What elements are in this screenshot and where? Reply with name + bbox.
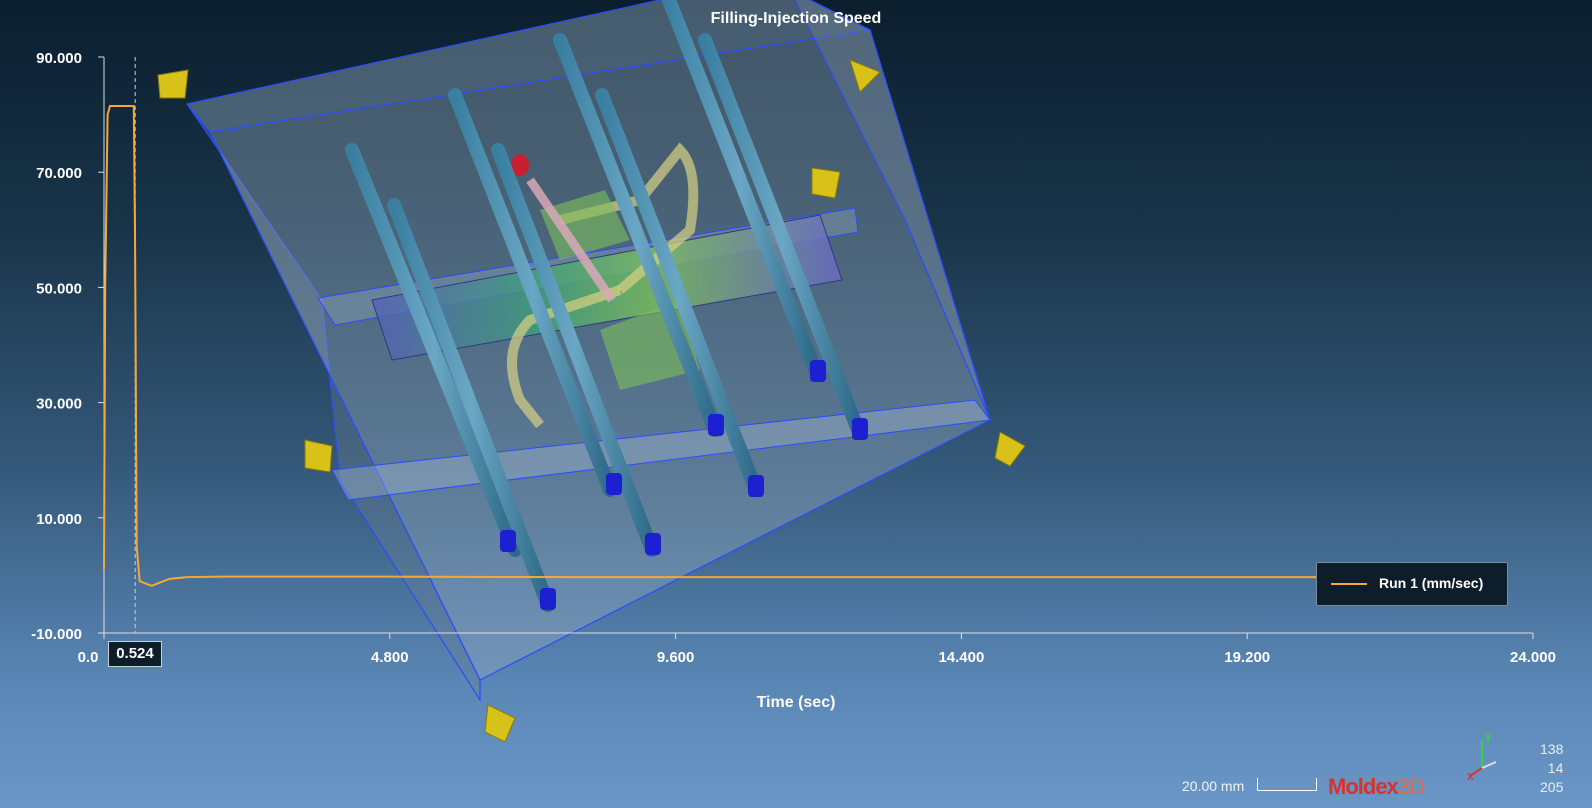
legend-swatch-run-1 [1331, 583, 1367, 585]
brand-suffix: 3D [1397, 774, 1425, 799]
mold-block-right [794, 0, 991, 421]
y-tick-label: -10.000 [31, 626, 82, 643]
y-tick-label: 50.000 [36, 280, 82, 297]
series-line-run-1 [103, 105, 1367, 587]
gate-point [511, 154, 529, 176]
molded-part-wing-top [540, 190, 630, 260]
legend[interactable]: Run 1 (mm/sec) [1316, 562, 1508, 606]
y-tick-label: 10.000 [36, 511, 82, 528]
coordinate-3: 205 [1540, 779, 1564, 795]
coordinate-1: 138 [1540, 741, 1564, 757]
x-tick-label: 24.000 [1510, 649, 1556, 666]
runner-arc-bottom [507, 285, 622, 429]
x-tick-label: 0.0 [78, 649, 99, 666]
x-axis-label: Time (sec) [756, 694, 836, 711]
scale-bar [1257, 778, 1317, 791]
x-tick-label: 19.200 [1224, 649, 1270, 666]
scale-bar-label: 20.00 mm [1182, 778, 1245, 794]
x-tick-label: 4.800 [371, 649, 409, 666]
y-tick-label: 90.000 [36, 50, 82, 67]
brand-name: Moldex [1328, 774, 1399, 799]
runner-arc-top [558, 142, 699, 294]
legend-entry-run-1: Run 1 (mm/sec) [1379, 575, 1484, 591]
y-ticks: 90.000 70.000 50.000 30.000 10.000 -10.000 [31, 50, 104, 643]
time-cursor-badge[interactable]: 0.524 [108, 641, 162, 667]
y-tick-label: 70.000 [36, 165, 82, 182]
chart-title: Filling-Injection Speed [710, 10, 882, 27]
corner-markers [157, 59, 1026, 743]
moldex3d-logo: Moldex3D [1328, 774, 1425, 800]
axis-triad[interactable]: Y X [1466, 732, 1506, 782]
time-cursor-value: 0.524 [116, 645, 154, 662]
sprue [526, 177, 616, 303]
axis-triad-x-label: X [1467, 772, 1474, 782]
x-ticks: 0.0 4.800 9.600 14.400 19.200 24.000 [78, 633, 1556, 666]
x-tick-label: 14.400 [938, 649, 984, 666]
x-tick-label: 9.600 [657, 649, 695, 666]
pin-caps [500, 360, 868, 610]
coordinate-2: 14 [1547, 760, 1564, 776]
coordinate-readout: 138 14 205 [1540, 740, 1563, 797]
ejector-pins [345, 0, 865, 612]
axis-triad-y-label: Y [1484, 732, 1492, 745]
y-tick-label: 30.000 [36, 396, 82, 413]
